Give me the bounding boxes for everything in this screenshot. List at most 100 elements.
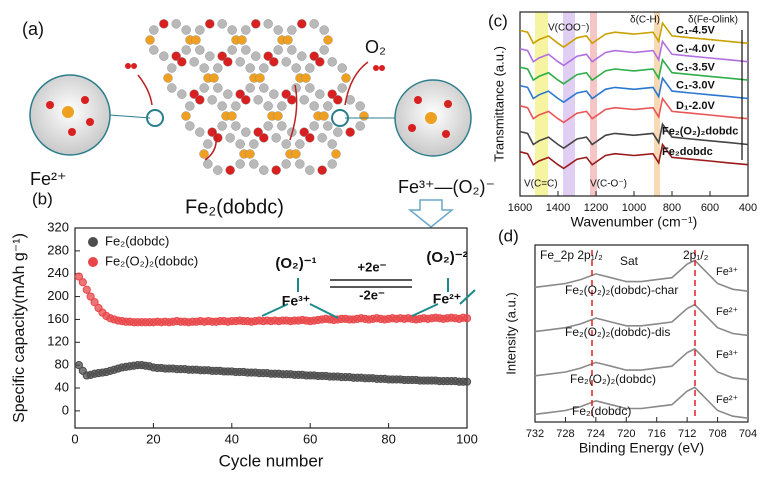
data-point <box>90 298 99 307</box>
panel-label: (c) <box>488 11 508 30</box>
x-tick-label: 20 <box>146 431 160 446</box>
atom <box>223 89 233 99</box>
x-tick-label: 1600 <box>508 202 532 214</box>
atom <box>263 121 273 131</box>
atom <box>263 101 273 111</box>
data-line <box>519 122 749 150</box>
atom <box>253 127 263 137</box>
atom <box>181 111 191 121</box>
atom <box>227 45 237 55</box>
atom <box>245 83 255 93</box>
series-label: C₁-4.0V <box>676 43 715 55</box>
data-line <box>519 142 749 170</box>
atom <box>185 121 195 131</box>
atom <box>327 139 337 149</box>
atom <box>213 165 223 175</box>
x-tick-label: 732 <box>526 428 544 440</box>
atom <box>305 63 315 73</box>
atom <box>225 165 235 175</box>
x-tick-label: 728 <box>556 428 574 440</box>
series-label: Fe₂(O₂)₂(dobdc) <box>570 372 656 386</box>
o2-molecule <box>373 65 379 71</box>
atom <box>189 57 199 67</box>
x-tick-label: 708 <box>708 428 726 440</box>
atom <box>163 73 173 83</box>
atom <box>277 101 287 111</box>
band <box>563 12 575 196</box>
atom <box>223 57 233 67</box>
atom <box>323 101 333 111</box>
diagram-text: Fe²⁺ <box>30 169 67 189</box>
atom <box>305 133 315 143</box>
atom <box>315 57 325 67</box>
atom <box>327 159 337 169</box>
data-line <box>534 259 749 292</box>
atom <box>263 51 273 61</box>
arrow <box>344 61 369 106</box>
series-label: Fe₂dobdc <box>662 146 713 158</box>
atom <box>171 51 181 61</box>
atom <box>237 35 247 45</box>
data-point <box>74 272 84 281</box>
annotation: Fe³⁺ <box>282 293 310 309</box>
atom <box>167 63 177 73</box>
atom <box>359 111 369 121</box>
x-tick-label: 40 <box>225 431 239 446</box>
atom <box>295 159 305 169</box>
atom <box>217 101 227 111</box>
bond <box>309 303 339 319</box>
atom <box>331 149 341 159</box>
x-tick-label: 716 <box>648 428 666 440</box>
o2-molecule <box>131 63 137 69</box>
atom <box>241 127 251 137</box>
atom <box>259 165 269 175</box>
atom <box>213 63 223 73</box>
annotation: (O₂)⁻¹ <box>275 255 316 272</box>
atom <box>315 89 325 99</box>
atom <box>149 25 159 35</box>
atom <box>309 121 319 131</box>
y-tick-label: 240 <box>47 265 69 280</box>
atom <box>181 45 191 55</box>
bond <box>261 303 289 317</box>
panel-label: (b) <box>32 189 53 208</box>
o-atom <box>81 96 89 104</box>
atom <box>207 95 217 105</box>
atom <box>149 45 159 55</box>
bond <box>459 289 476 305</box>
data-line <box>519 21 749 48</box>
atom <box>241 95 251 105</box>
atom <box>209 73 219 83</box>
atom <box>281 89 291 99</box>
data-line <box>519 76 749 104</box>
annotation: V(C=C) <box>524 179 558 190</box>
annotation: +2e⁻ <box>358 259 387 274</box>
data-line <box>519 57 749 85</box>
panel-label: (d) <box>498 226 519 245</box>
data-point <box>86 292 95 301</box>
data-point <box>78 278 87 287</box>
series-label: Fe₂(O₂)₂(dobdc)-char <box>565 283 678 297</box>
atom <box>281 139 291 149</box>
atom <box>309 101 319 111</box>
annotation: 2p₁/₂ <box>683 248 709 262</box>
atom <box>259 63 269 73</box>
atom <box>255 73 265 83</box>
annotation: -2e⁻ <box>359 287 385 302</box>
atom <box>323 121 333 131</box>
annotation: Sat <box>620 254 639 268</box>
atom <box>231 121 241 131</box>
atom <box>205 51 215 61</box>
site-marker <box>331 109 349 127</box>
atom <box>251 19 261 29</box>
data-line <box>519 96 749 124</box>
atom <box>159 51 169 61</box>
o-atom <box>68 128 76 136</box>
diagram-text: Fe³⁺—(O₂)⁻ <box>398 177 495 197</box>
data-line <box>534 347 749 381</box>
atom <box>281 57 291 67</box>
y-tick-label: 280 <box>47 242 69 257</box>
x-tick-label: 724 <box>587 428 605 440</box>
atom <box>245 63 255 73</box>
series-label: Fe₂(dobdc) <box>572 404 631 418</box>
